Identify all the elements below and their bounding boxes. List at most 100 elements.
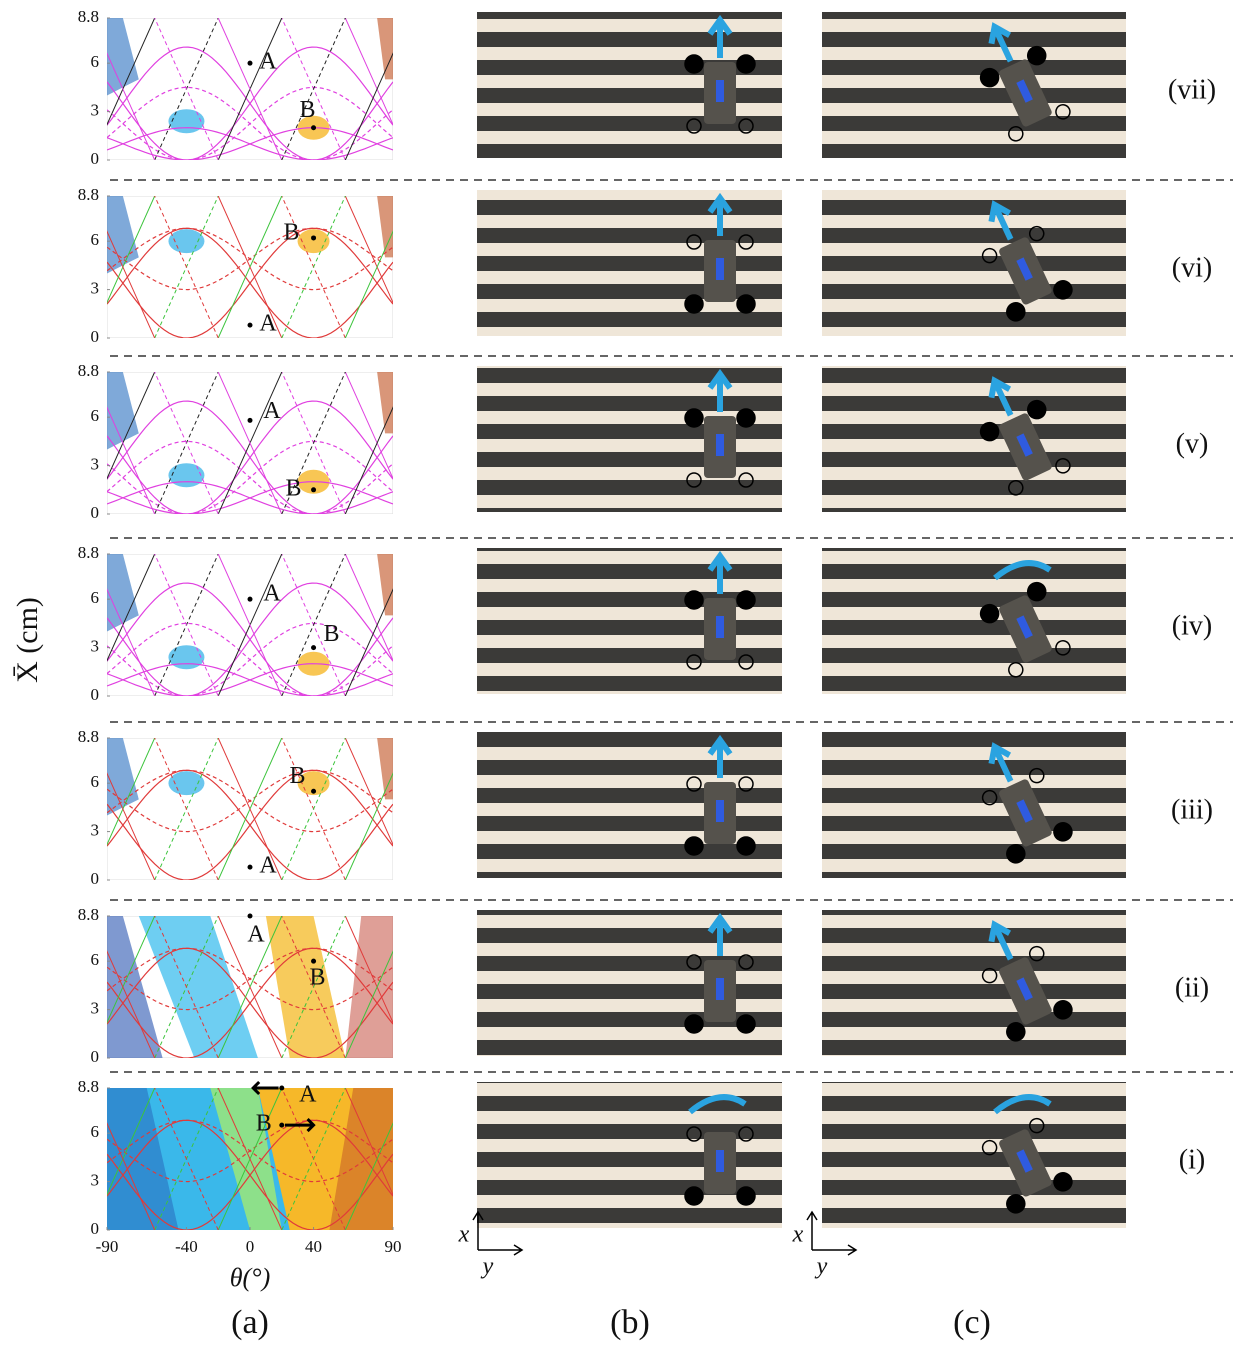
photo — [822, 366, 1126, 512]
y-tick-label: 3 — [91, 1170, 100, 1189]
row-label: (vi) — [1172, 252, 1212, 283]
y-tick-label: 0 — [91, 1219, 100, 1238]
plot — [91, 196, 409, 338]
point-marker — [311, 487, 316, 492]
point-label: B — [324, 621, 340, 647]
point-marker — [248, 323, 253, 328]
y-tick-label: 3 — [91, 636, 100, 655]
photo — [477, 12, 782, 158]
point-label: B — [256, 1111, 272, 1137]
y-tick-label: 8.8 — [78, 185, 99, 204]
panel-label: (a) — [231, 1304, 269, 1341]
frame-axis-label: x — [792, 1222, 804, 1248]
foot — [685, 591, 703, 609]
plot — [91, 738, 409, 880]
photo — [477, 548, 782, 694]
point-marker — [311, 789, 316, 794]
y-tick-label: 6 — [91, 772, 100, 791]
point-marker — [248, 418, 253, 423]
point-label: B — [284, 219, 300, 245]
row-label: (i) — [1179, 1144, 1205, 1175]
y-tick-label: 6 — [91, 230, 100, 249]
photo — [477, 732, 782, 878]
point-marker — [311, 235, 316, 240]
foot — [685, 409, 703, 427]
point-label: A — [259, 853, 277, 879]
plot — [91, 1088, 409, 1230]
foot — [737, 295, 755, 313]
robot-led — [716, 978, 724, 1000]
robot-led — [716, 80, 724, 102]
robot-led — [716, 800, 724, 822]
x-tick-label: -90 — [96, 1237, 119, 1256]
frame-axis-label: y — [481, 1254, 494, 1280]
photo — [477, 1082, 782, 1228]
y-tick-label: 3 — [91, 820, 100, 839]
y-tick-label: 0 — [91, 503, 100, 522]
photo — [822, 910, 1126, 1056]
point-label: B — [290, 763, 306, 789]
plot-area — [91, 738, 409, 880]
foot — [685, 837, 703, 855]
photo — [822, 732, 1126, 878]
plot — [91, 18, 409, 160]
y-tick-label: 3 — [91, 998, 100, 1017]
foot — [685, 55, 703, 73]
photo — [822, 190, 1126, 336]
point-label: A — [299, 1082, 317, 1108]
foot — [685, 295, 703, 313]
point-marker — [248, 61, 253, 66]
y-tick-label: 8.8 — [78, 1077, 99, 1096]
plot-area — [91, 18, 409, 160]
point-marker — [311, 959, 316, 964]
plot — [91, 554, 409, 696]
y-tick-label: 6 — [91, 52, 100, 71]
plot-area — [91, 196, 409, 338]
panel-label: (c) — [953, 1304, 991, 1341]
y-tick-label: 3 — [91, 454, 100, 473]
row-label: (v) — [1176, 428, 1209, 459]
point-marker — [311, 125, 316, 130]
y-tick-label: 0 — [91, 1047, 100, 1066]
foot — [685, 1015, 703, 1033]
row-label: (iii) — [1171, 794, 1213, 825]
y-tick-label: 6 — [91, 1122, 100, 1141]
plot-area — [91, 1088, 409, 1230]
point-marker — [279, 1086, 284, 1091]
y-tick-label: 3 — [91, 100, 100, 119]
photo — [822, 548, 1126, 694]
point-label: A — [263, 581, 281, 607]
panel-label: (b) — [610, 1304, 650, 1341]
frame-axis-label: x — [458, 1222, 470, 1248]
blob — [168, 229, 204, 253]
foot — [737, 1187, 755, 1205]
y-axis-label: X̄ (cm) — [11, 597, 44, 683]
robot-led — [716, 434, 724, 456]
plot — [91, 372, 409, 514]
blob — [168, 771, 204, 795]
plot-area — [91, 372, 409, 514]
y-tick-label: 3 — [91, 278, 100, 297]
blob — [168, 463, 204, 487]
foot — [737, 409, 755, 427]
point-label: A — [259, 49, 277, 75]
blob — [168, 645, 204, 669]
robot-led — [716, 1150, 724, 1172]
x-tick-label: 0 — [246, 1237, 255, 1256]
foot — [737, 1015, 755, 1033]
foot — [685, 1187, 703, 1205]
robot-led — [716, 258, 724, 280]
x-tick-label: -40 — [175, 1237, 198, 1256]
point-marker — [248, 597, 253, 602]
point-marker — [311, 645, 316, 650]
photo — [822, 12, 1126, 158]
y-tick-label: 6 — [91, 588, 100, 607]
y-tick-label: 8.8 — [78, 905, 99, 924]
row-label: (vii) — [1168, 74, 1216, 105]
point-label: B — [286, 475, 302, 501]
y-tick-label: 0 — [91, 869, 100, 888]
point-marker — [279, 1123, 284, 1128]
robot-led — [716, 616, 724, 638]
plot-area — [91, 554, 409, 696]
foot — [737, 591, 755, 609]
